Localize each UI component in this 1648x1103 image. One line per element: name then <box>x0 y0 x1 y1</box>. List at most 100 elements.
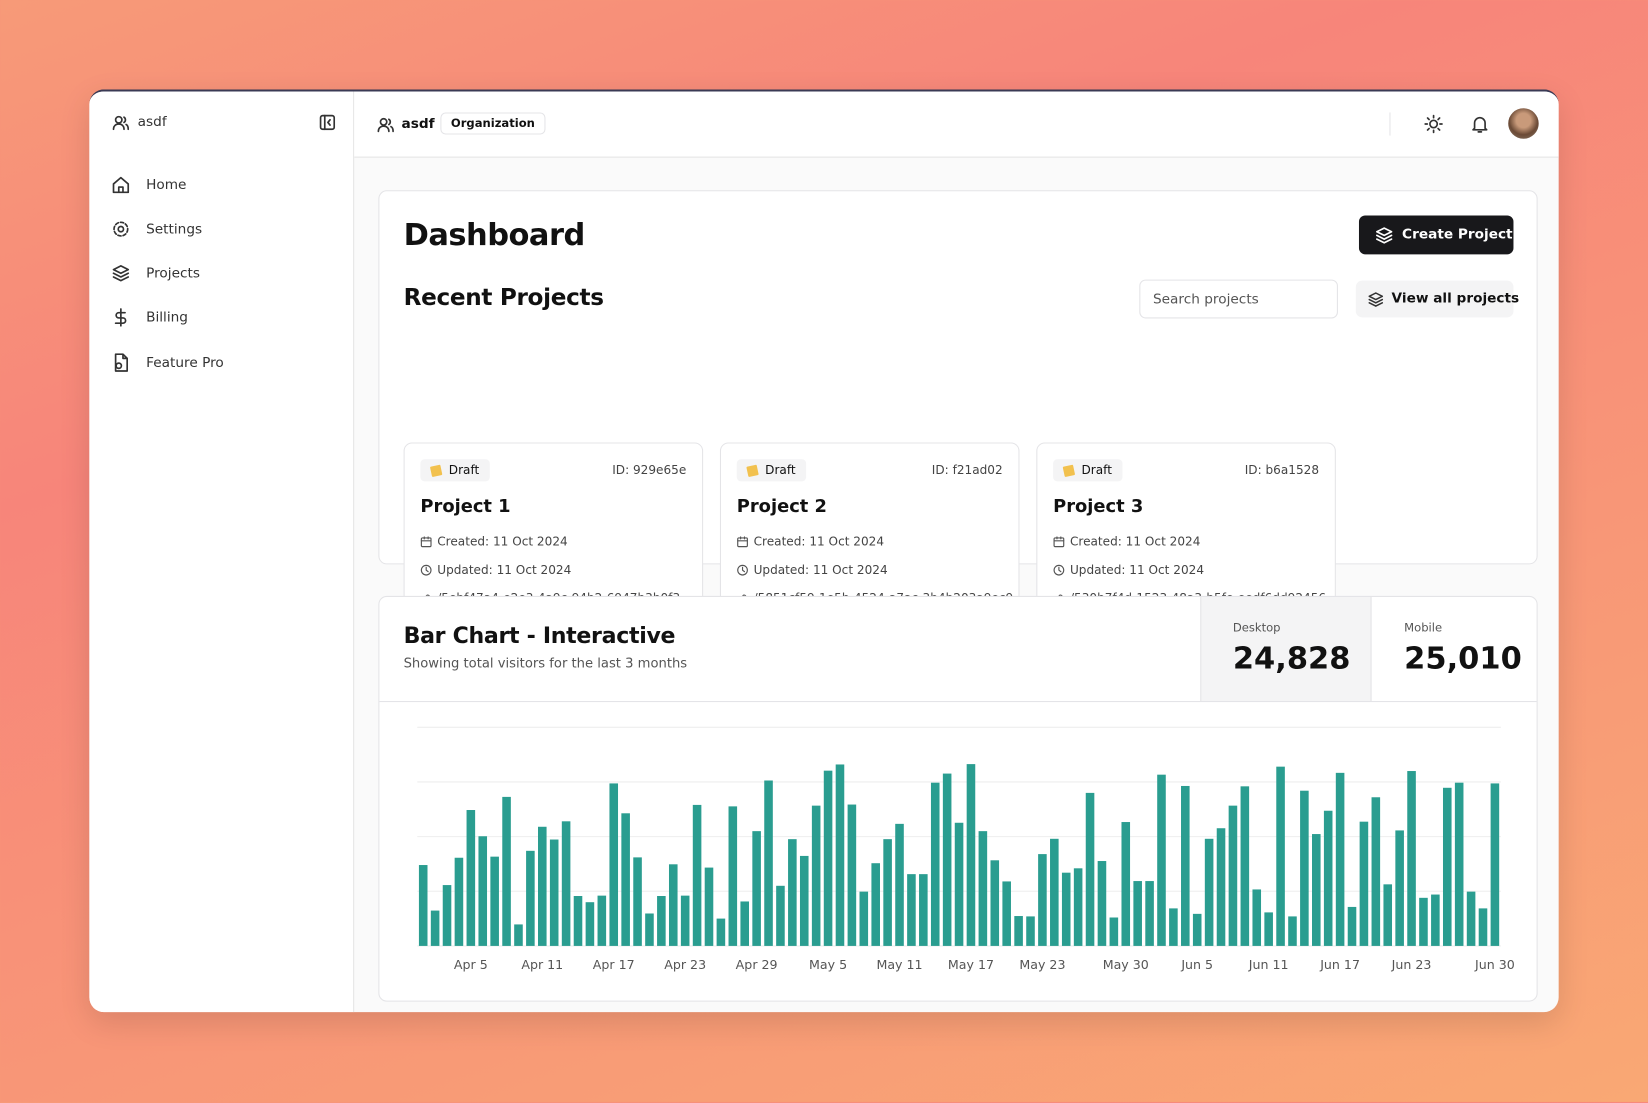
status-badge: Draft <box>1053 459 1123 482</box>
x-tick-label: Jun 11 <box>1248 957 1289 972</box>
workspace-name: asdf <box>401 116 435 133</box>
chart-subtitle: Showing total visitors for the last 3 mo… <box>403 654 688 671</box>
nav-item[interactable]: Projects <box>146 265 200 282</box>
dollar-icon <box>114 308 127 327</box>
bar <box>752 831 761 946</box>
bar-chart: Apr 5 Apr 11 Apr 17 Apr 23 Apr 29 May 5 May 11… <box>417 726 1515 972</box>
bar <box>1335 772 1345 946</box>
bar <box>633 857 642 946</box>
x-tick-label: Jun 5 <box>1180 957 1213 972</box>
bar <box>907 874 916 946</box>
bar <box>1050 838 1059 946</box>
bar <box>573 896 583 946</box>
calendar-icon <box>1053 536 1065 548</box>
bar <box>1061 872 1071 946</box>
bar <box>1490 783 1500 946</box>
bar <box>799 855 809 946</box>
bar <box>1454 782 1464 946</box>
users-icon <box>377 117 394 133</box>
updated-date: Updated: 11 Oct 2024 <box>1069 562 1205 578</box>
theme-toggle[interactable] <box>1424 114 1443 134</box>
bar <box>1252 889 1262 946</box>
chart-title: Bar Chart - Interactive <box>403 623 676 649</box>
bar <box>919 874 928 946</box>
nav-item[interactable]: Settings <box>146 221 203 238</box>
divider <box>379 701 1537 703</box>
project-id: ID: b6a1528 <box>1244 462 1320 478</box>
bar <box>859 891 869 946</box>
project-name: Project 1 <box>420 496 511 518</box>
bar <box>716 918 726 946</box>
created-date: Created: 11 Oct 2024 <box>437 533 568 549</box>
bar <box>418 865 428 946</box>
stat-label: Mobile <box>1404 621 1443 635</box>
sidebar: asdf Home Settings Projects Billing Feat… <box>89 91 355 1013</box>
project-name: Project 2 <box>736 496 827 518</box>
project-card[interactable]: Draft ID: b6a1528 Project 3 Created: 11 Oct… <box>1036 442 1336 623</box>
bar <box>1300 790 1309 946</box>
bar <box>728 806 738 946</box>
bar <box>871 863 880 946</box>
bar <box>680 895 690 946</box>
bar <box>597 895 607 946</box>
bar <box>1026 916 1035 946</box>
x-tick-label: May 5 <box>809 957 847 972</box>
created-date: Created: 11 Oct 2024 <box>753 533 885 549</box>
home-icon <box>112 176 130 194</box>
collapse-icon[interactable] <box>319 114 336 131</box>
bar <box>764 780 773 946</box>
bar <box>788 839 797 946</box>
bar <box>1264 912 1273 946</box>
bar <box>740 901 750 946</box>
search-placeholder: Search projects <box>1152 292 1259 308</box>
avatar[interactable] <box>1508 108 1539 139</box>
bar <box>811 805 821 946</box>
project-card[interactable]: Draft ID: f21ad02 Project 2 Created: 11 Oct… <box>719 442 1020 623</box>
bar <box>1145 881 1154 946</box>
workspace-name[interactable]: asdf <box>137 114 167 131</box>
stat-label: Desktop <box>1232 621 1281 635</box>
bar <box>1276 766 1285 946</box>
x-tick-label: Apr 17 <box>593 957 635 972</box>
view-all-button[interactable]: View all projects <box>1355 280 1519 318</box>
header: asdf Organization <box>354 91 1559 158</box>
bar <box>1288 916 1297 946</box>
bar <box>442 885 452 946</box>
bar <box>1192 913 1202 946</box>
bar <box>609 783 619 946</box>
status-emoji <box>429 464 443 478</box>
nav-item[interactable]: Feature Pro <box>146 355 224 372</box>
search-input[interactable]: Search projects <box>1139 279 1338 319</box>
calendar-icon <box>420 536 432 548</box>
notifications[interactable] <box>1470 115 1489 134</box>
bar <box>1431 894 1440 946</box>
status-emoji <box>746 464 759 478</box>
bar <box>966 764 976 946</box>
bar <box>478 836 488 946</box>
bar <box>1133 881 1142 946</box>
stat-mobile[interactable]: Mobile 25,010 <box>1370 596 1539 702</box>
bar <box>502 796 511 946</box>
bar <box>1073 868 1083 946</box>
bar <box>1312 834 1321 946</box>
bar <box>1216 828 1226 946</box>
bar <box>776 885 785 946</box>
bar <box>490 856 499 946</box>
project-id: ID: f21ad02 <box>931 462 1003 478</box>
bar <box>1240 786 1250 946</box>
status-text: Draft <box>765 462 796 478</box>
layers-icon <box>112 265 130 282</box>
x-tick-label: May 23 <box>1019 957 1065 972</box>
nav-item[interactable]: Home <box>146 177 187 194</box>
nav-item[interactable]: Billing <box>146 310 188 326</box>
bar <box>621 813 630 946</box>
bar <box>430 910 440 946</box>
section-title: Recent Projects <box>403 284 604 312</box>
updated-date: Updated: 11 Oct 2024 <box>753 562 888 578</box>
create-button[interactable]: Create Project <box>1358 215 1514 255</box>
bar <box>692 804 702 946</box>
status-text: Draft <box>1081 462 1112 478</box>
stat-desktop[interactable]: Desktop 24,828 <box>1200 596 1372 702</box>
